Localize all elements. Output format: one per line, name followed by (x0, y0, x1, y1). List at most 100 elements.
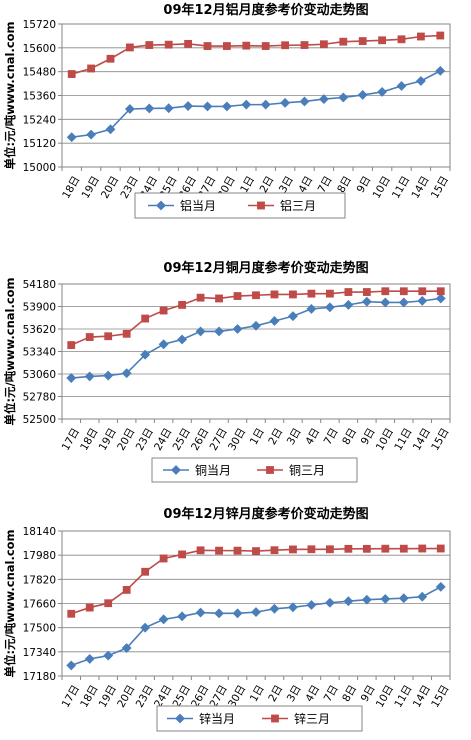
data-point (214, 608, 224, 619)
data-point (202, 101, 213, 112)
y-tick-label: 15480 (23, 67, 56, 79)
data-point (280, 97, 291, 108)
x-tick-label: 9日 (355, 174, 374, 195)
legend-label: 铝当月 (180, 198, 216, 213)
data-point (106, 54, 115, 63)
data-point (288, 311, 298, 322)
y-tick-label: 52500 (23, 414, 56, 426)
x-tick-label: 1日 (248, 683, 267, 704)
x-tick-label: 8日 (340, 683, 359, 704)
legend-label: 锌当月 (199, 712, 235, 726)
x-tick-label: 1日 (238, 174, 257, 195)
data-point (241, 99, 252, 110)
data-point (183, 101, 194, 111)
data-point (84, 654, 95, 664)
data-point (435, 581, 446, 592)
series-1 (66, 581, 446, 671)
x-tick-label: 1日 (248, 426, 267, 447)
data-point (158, 614, 169, 625)
x-tick-label: 11日 (392, 683, 414, 710)
data-point (195, 326, 206, 337)
x-tick-label: 3日 (285, 683, 304, 704)
data-point (361, 296, 372, 307)
data-point (121, 643, 132, 653)
data-point (343, 299, 354, 310)
data-point (289, 290, 297, 299)
legend-label: 铜三月 (289, 463, 325, 478)
y-tick-label: 15240 (23, 114, 56, 126)
data-point (378, 36, 386, 45)
y-tick-label: 53620 (23, 324, 56, 336)
data-point (177, 334, 188, 345)
legend-label: 铝三月 (280, 198, 316, 213)
x-tick-label: 10日 (371, 174, 393, 201)
x-tick-label: 7日 (322, 426, 341, 447)
x-tick-label: 4日 (296, 174, 315, 195)
chart-3: 09年12月锌月度参考价变动走势图 17180 17340 17500 17660 178… (3, 506, 452, 732)
y-axis-label: 单位:元/吨www.cnal.com (3, 277, 17, 425)
x-tick-label: 18日 (60, 174, 82, 201)
x-tick-label: 11日 (390, 174, 412, 201)
legend-swatch-marker (171, 465, 181, 475)
data-point (85, 333, 94, 341)
series-2 (67, 544, 445, 618)
data-point (362, 288, 371, 296)
x-tick-label: 27日 (208, 426, 230, 453)
data-point (104, 332, 113, 341)
x-tick-label: 3日 (277, 174, 296, 195)
data-point (84, 371, 95, 382)
data-point (103, 650, 114, 661)
x-tick-label: 24日 (152, 426, 174, 453)
data-point (270, 546, 279, 555)
data-point (215, 546, 223, 555)
series-2 (67, 287, 445, 349)
y-tick-label: 15000 (23, 162, 56, 174)
data-point (289, 545, 297, 554)
series-1 (66, 65, 446, 143)
x-tick-label: 17日 (60, 426, 82, 453)
data-point (159, 306, 168, 315)
data-point (396, 81, 407, 91)
x-tick-label: 4日 (303, 426, 322, 447)
data-point (436, 544, 445, 553)
data-point (357, 89, 368, 100)
data-point (221, 101, 232, 112)
legend-swatch-marker (271, 714, 279, 723)
data-point (251, 607, 261, 618)
data-point (164, 40, 173, 49)
data-point (232, 324, 243, 334)
data-point (344, 544, 353, 553)
legend-swatch-marker (266, 466, 274, 474)
data-point (307, 289, 316, 298)
x-tick-label: 10日 (374, 426, 396, 453)
x-tick-label: 19日 (80, 174, 102, 201)
x-tick-label: 19日 (97, 426, 119, 453)
chart-2: 09年12月铜月度参考价变动走势图 52500 52780 53060 53340 536… (3, 260, 452, 483)
data-point (397, 35, 406, 44)
data-point (144, 103, 155, 114)
x-tick-label: 18日 (78, 426, 100, 453)
legend: 铝当月 铝三月 (134, 192, 346, 219)
data-point (86, 129, 97, 140)
chart-title: 09年12月铝月度参考价变动走势图 (163, 2, 368, 18)
data-point (232, 608, 243, 619)
data-point (67, 609, 76, 618)
x-tick-label: 14日 (409, 174, 431, 201)
data-point (158, 339, 169, 350)
y-tick-label: 53340 (23, 347, 56, 359)
x-tick-label: 2日 (266, 683, 285, 704)
data-point (140, 622, 151, 633)
data-point (361, 594, 372, 605)
data-point (203, 42, 212, 50)
y-tick-label: 15360 (23, 91, 56, 103)
x-tick-label: 15日 (429, 683, 451, 710)
y-tick-label: 52780 (23, 392, 56, 404)
y-tick-label: 17500 (23, 623, 56, 635)
data-point (67, 341, 76, 349)
data-point (417, 295, 428, 306)
data-point (307, 545, 316, 554)
data-point (381, 544, 390, 553)
data-point (326, 545, 334, 554)
data-point (105, 124, 116, 135)
